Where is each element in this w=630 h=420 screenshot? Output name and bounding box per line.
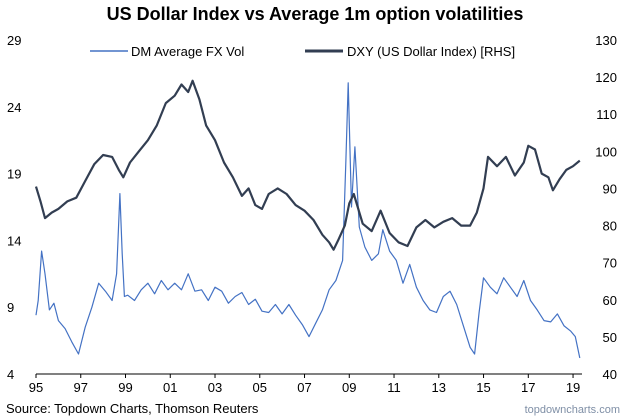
x-tick-label: 11 xyxy=(387,380,401,395)
right-y-tick-label: 110 xyxy=(596,107,617,122)
right-y-tick-label: 120 xyxy=(595,70,617,85)
x-tick-label: 19 xyxy=(566,380,580,395)
x-tick-label: 95 xyxy=(29,380,43,395)
x-tick-label: 97 xyxy=(74,380,88,395)
left-y-tick-label: 9 xyxy=(7,300,14,315)
left-y-tick-label: 4 xyxy=(7,367,14,382)
right-y-tick-label: 60 xyxy=(603,293,617,308)
watermark: topdowncharts.com xyxy=(524,404,620,416)
right-y-tick-label: 130 xyxy=(595,33,617,48)
right-y-tick-label: 70 xyxy=(603,256,617,271)
legend-label-dm-fx-vol: DM Average FX Vol xyxy=(131,44,244,59)
x-tick-label: 01 xyxy=(163,380,177,395)
left-y-tick-label: 14 xyxy=(7,233,21,248)
right-y-tick-label: 40 xyxy=(603,367,617,382)
legend: DM Average FX Vol DXY (US Dollar Index) [… xyxy=(90,44,515,59)
right-y-tick-label: 100 xyxy=(595,144,617,159)
x-tick-label: 17 xyxy=(521,380,535,395)
x-tick-label: 05 xyxy=(253,380,267,395)
series-line-dm-fx-vol xyxy=(35,82,581,359)
left-axis-ticks: 4 9 14 19 24 29 xyxy=(7,33,21,382)
x-tick-label: 15 xyxy=(476,380,490,395)
chart-title: US Dollar Index vs Average 1m option vol… xyxy=(106,4,524,24)
x-axis-ticks: 95 97 99 01 03 05 07 09 11 13 15 17 19 xyxy=(29,374,580,395)
source-note: Source: Topdown Charts, Thomson Reuters xyxy=(6,401,259,416)
right-axis-ticks: 40 50 60 70 80 90 100 110 120 130 xyxy=(595,33,617,382)
x-tick-label: 07 xyxy=(297,380,311,395)
right-y-tick-label: 80 xyxy=(603,219,617,234)
x-tick-label: 13 xyxy=(432,380,446,395)
left-y-tick-label: 24 xyxy=(7,100,21,115)
x-tick-label: 03 xyxy=(208,380,222,395)
right-y-tick-label: 50 xyxy=(603,330,617,345)
x-tick-label: 09 xyxy=(342,380,356,395)
right-y-tick-label: 90 xyxy=(603,181,617,196)
series-layer xyxy=(34,79,581,359)
left-y-tick-label: 19 xyxy=(7,167,21,182)
left-y-tick-label: 29 xyxy=(7,33,21,48)
x-tick-label: 99 xyxy=(118,380,132,395)
series-line-dxy xyxy=(34,79,581,251)
legend-label-dxy: DXY (US Dollar Index) [RHS] xyxy=(347,44,515,59)
